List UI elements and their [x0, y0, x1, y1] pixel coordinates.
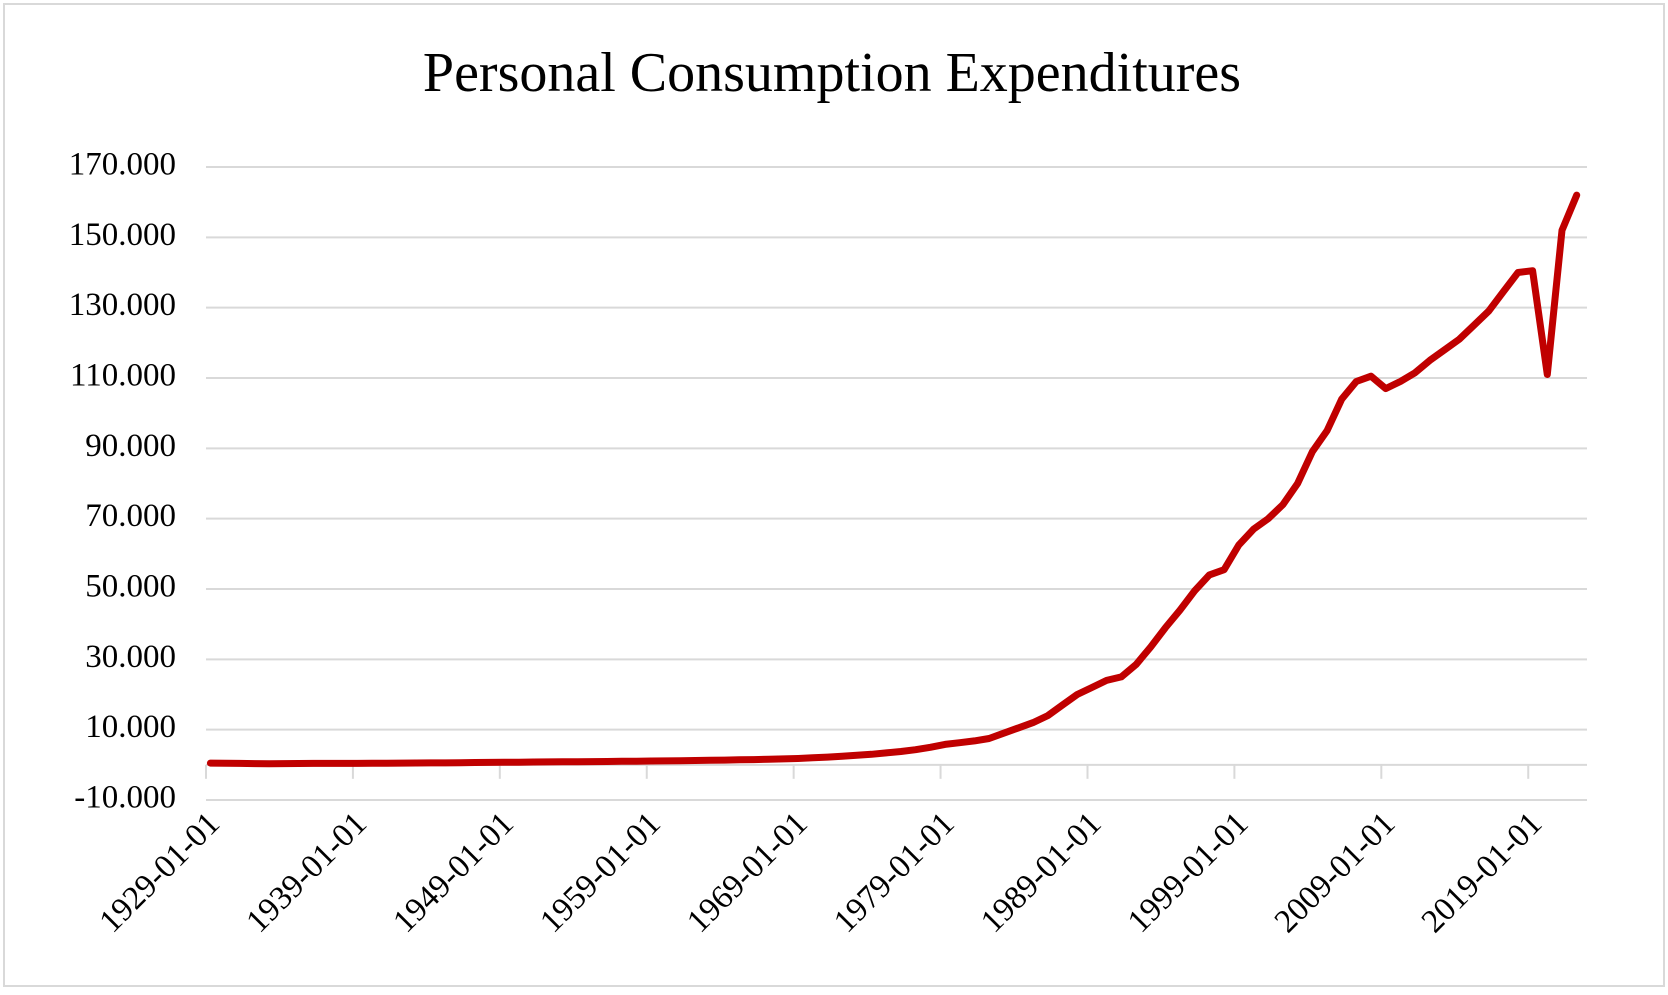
y-tick-label: 170.000 — [69, 147, 176, 183]
chart-title: Personal Consumption Expenditures — [423, 42, 1241, 104]
y-tick-label: 30.000 — [85, 639, 176, 675]
y-tick-label: -10.000 — [74, 780, 176, 816]
y-tick-label: 70.000 — [85, 498, 176, 534]
y-tick-label: 150.000 — [69, 217, 176, 253]
y-tick-label: 90.000 — [85, 428, 176, 464]
y-tick-label: 130.000 — [69, 287, 176, 323]
data-line — [206, 191, 1581, 768]
chart-frame — [3, 3, 1665, 987]
y-tick-label: 50.000 — [85, 569, 176, 605]
y-tick-label: 110.000 — [70, 358, 176, 394]
y-tick-label: 10.000 — [85, 709, 176, 745]
